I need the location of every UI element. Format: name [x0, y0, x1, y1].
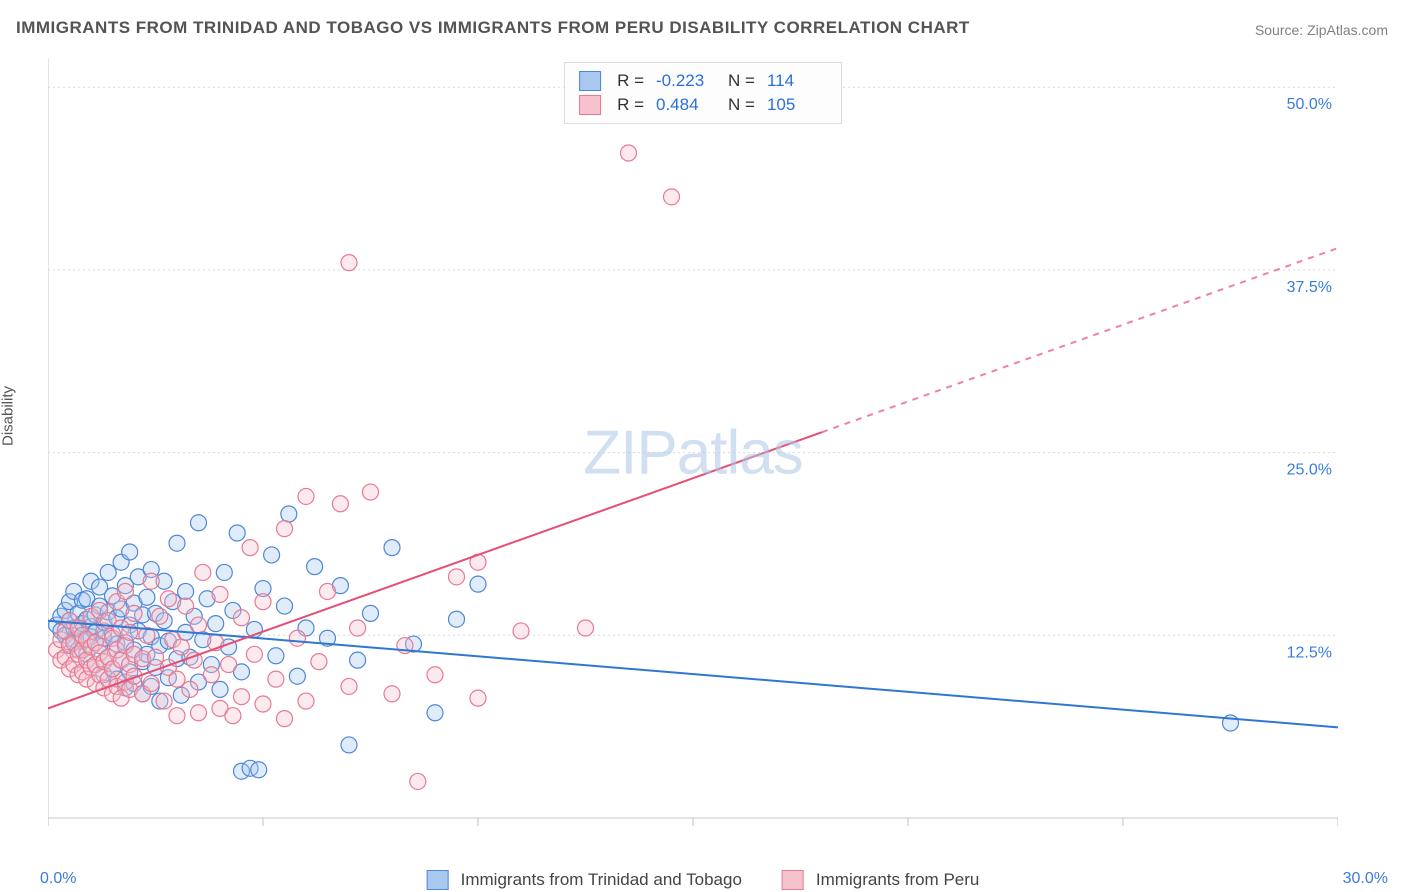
svg-text:25.0%: 25.0% — [1287, 462, 1332, 479]
legend-item: Immigrants from Peru — [782, 870, 979, 890]
chart-title: IMMIGRANTS FROM TRINIDAD AND TOBAGO VS I… — [16, 18, 970, 38]
legend-item: Immigrants from Trinidad and Tobago — [427, 870, 742, 890]
stats-legend-row: R = -0.223 N = 114 — [579, 69, 827, 93]
stats-legend: R = -0.223 N = 114 R = 0.484 N = 105 — [564, 62, 842, 124]
stat-n-value: 114 — [767, 69, 827, 93]
swatch-icon — [579, 95, 601, 115]
stat-r-value: -0.223 — [656, 69, 716, 93]
swatch-icon — [427, 870, 449, 890]
svg-text:50.0%: 50.0% — [1287, 96, 1332, 113]
swatch-icon — [579, 71, 601, 91]
series-legend: Immigrants from Trinidad and Tobago Immi… — [427, 870, 980, 890]
stat-r-value: 0.484 — [656, 93, 716, 117]
x-axis-min-label: 0.0% — [40, 870, 76, 888]
legend-label: Immigrants from Peru — [816, 870, 979, 890]
svg-text:37.5%: 37.5% — [1287, 279, 1332, 296]
stats-legend-row: R = 0.484 N = 105 — [579, 93, 827, 117]
stat-label: N = — [728, 69, 755, 93]
stat-n-value: 105 — [767, 93, 827, 117]
x-axis-max-label: 30.0% — [1343, 870, 1388, 888]
svg-text:12.5%: 12.5% — [1287, 644, 1332, 661]
stat-label: R = — [617, 93, 644, 117]
stat-label: R = — [617, 69, 644, 93]
stat-label: N = — [728, 93, 755, 117]
y-axis-label: Disability — [0, 386, 17, 446]
chart-source: Source: ZipAtlas.com — [1255, 22, 1388, 38]
swatch-icon — [782, 870, 804, 890]
legend-label: Immigrants from Trinidad and Tobago — [461, 870, 742, 890]
plot-area: 12.5%25.0%37.5%50.0% ZIPatlas — [48, 58, 1338, 848]
chart-svg: 12.5% 25.0% 37.5% 50.0% — [48, 58, 1338, 848]
